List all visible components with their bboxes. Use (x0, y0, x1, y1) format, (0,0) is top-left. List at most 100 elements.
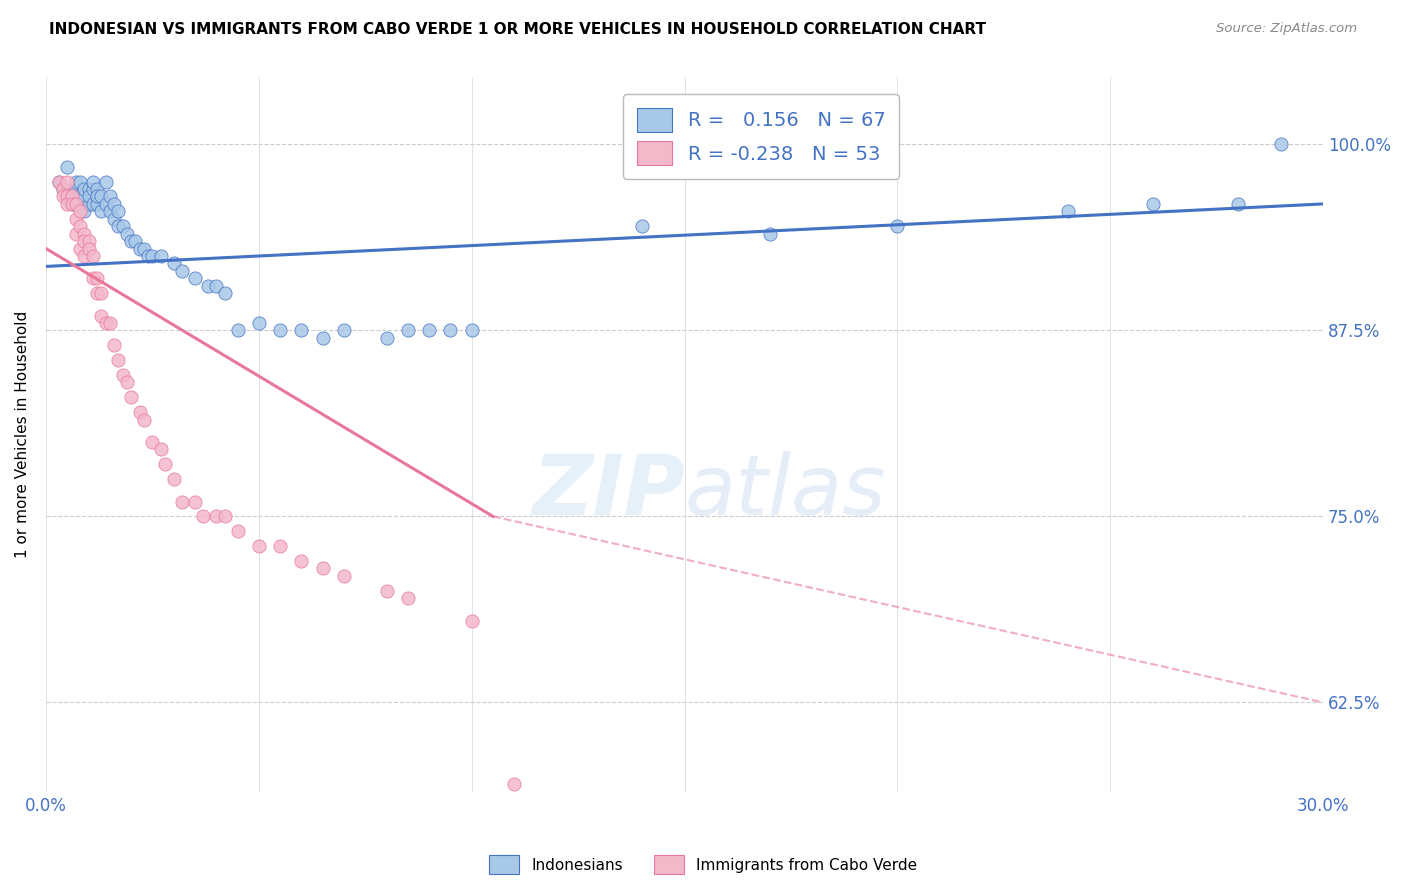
Point (82, 197, 104, 211)
Point (90, 189, 112, 203)
Point (333, 323, 356, 337)
Point (82, 175, 104, 189)
Point (65, 197, 87, 211)
Point (1227, 197, 1250, 211)
Point (312, 561, 335, 575)
Point (65, 227, 87, 241)
Point (124, 234, 146, 248)
Point (98, 189, 121, 203)
Point (94, 197, 117, 211)
Point (77, 234, 100, 248)
Point (141, 249, 163, 263)
Point (90, 204, 112, 219)
Point (128, 405, 150, 419)
Point (247, 539, 270, 553)
Point (149, 442, 172, 457)
Point (1270, 137, 1292, 152)
Point (73, 227, 96, 241)
Point (69, 242, 91, 256)
Y-axis label: 1 or more Vehicles in Household: 1 or more Vehicles in Household (15, 311, 30, 558)
Point (60, 197, 83, 211)
Point (197, 278, 219, 293)
Point (247, 316, 270, 330)
Point (56, 175, 79, 189)
Point (115, 376, 138, 390)
Point (439, 323, 461, 337)
Point (149, 249, 172, 263)
Point (98, 316, 121, 330)
Point (396, 591, 419, 606)
Point (65, 182, 87, 196)
Point (193, 509, 215, 524)
Point (77, 197, 100, 211)
Point (111, 219, 134, 234)
Point (56, 197, 79, 211)
Point (98, 204, 121, 219)
Point (86, 271, 108, 285)
Legend: Indonesians, Immigrants from Cabo Verde: Indonesians, Immigrants from Cabo Verde (482, 849, 924, 880)
Text: atlas: atlas (685, 451, 886, 533)
Point (163, 256, 186, 270)
Point (214, 286, 236, 301)
Point (94, 175, 117, 189)
Point (52, 182, 75, 196)
Text: Source: ZipAtlas.com: Source: ZipAtlas.com (1216, 22, 1357, 36)
Point (184, 271, 207, 285)
Point (69, 189, 91, 203)
Point (418, 323, 440, 337)
Point (115, 227, 138, 241)
Point (128, 242, 150, 256)
Point (132, 413, 155, 427)
Point (290, 554, 312, 568)
Point (375, 583, 398, 598)
Legend: R =   0.156   N = 67, R = -0.238   N = 53: R = 0.156 N = 67, R = -0.238 N = 53 (623, 95, 898, 178)
Point (1056, 204, 1078, 219)
Point (103, 197, 125, 211)
Point (226, 323, 249, 337)
Point (107, 204, 129, 219)
Point (60, 182, 83, 196)
Point (132, 242, 155, 256)
Point (73, 182, 96, 196)
Point (73, 234, 96, 248)
Point (69, 219, 91, 234)
Point (1142, 197, 1164, 211)
Point (172, 264, 194, 278)
Point (60, 189, 83, 203)
Point (163, 472, 186, 486)
Point (86, 182, 108, 196)
Point (94, 316, 117, 330)
Point (460, 323, 482, 337)
Point (90, 309, 112, 323)
Point (60, 197, 83, 211)
Point (107, 353, 129, 368)
Point (214, 509, 236, 524)
Point (205, 509, 228, 524)
Point (120, 234, 142, 248)
Point (77, 242, 100, 256)
Point (73, 189, 96, 203)
Point (86, 197, 108, 211)
Point (77, 182, 100, 196)
Point (107, 219, 129, 234)
Point (77, 189, 100, 203)
Point (312, 331, 335, 345)
Point (69, 197, 91, 211)
Point (103, 211, 125, 226)
Text: INDONESIAN VS IMMIGRANTS FROM CABO VERDE 1 OR MORE VEHICLES IN HOUSEHOLD CORRELA: INDONESIAN VS IMMIGRANTS FROM CABO VERDE… (49, 22, 986, 37)
Point (136, 249, 159, 263)
Point (56, 160, 79, 174)
Point (86, 286, 108, 301)
Point (758, 227, 780, 241)
Point (631, 219, 654, 234)
Point (120, 390, 142, 404)
Text: ZIP: ZIP (531, 451, 685, 533)
Point (65, 211, 87, 226)
Point (111, 368, 134, 382)
Point (375, 331, 398, 345)
Point (503, 777, 526, 791)
Point (73, 204, 96, 219)
Point (82, 271, 104, 285)
Point (141, 435, 163, 450)
Point (69, 204, 91, 219)
